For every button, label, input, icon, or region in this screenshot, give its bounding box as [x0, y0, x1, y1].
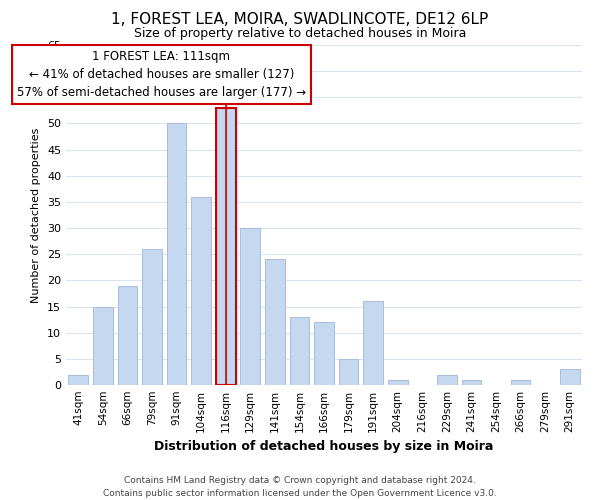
Text: 1 FOREST LEA: 111sqm
← 41% of detached houses are smaller (127)
57% of semi-deta: 1 FOREST LEA: 111sqm ← 41% of detached h…: [17, 50, 306, 99]
Bar: [437, 374, 457, 385]
Bar: [167, 124, 187, 385]
Text: 1, FOREST LEA, MOIRA, SWADLINCOTE, DE12 6LP: 1, FOREST LEA, MOIRA, SWADLINCOTE, DE12 …: [112, 12, 488, 28]
Y-axis label: Number of detached properties: Number of detached properties: [31, 128, 41, 302]
Bar: [118, 286, 137, 385]
Bar: [68, 374, 88, 385]
Bar: [560, 370, 580, 385]
Bar: [290, 317, 309, 385]
Bar: [142, 249, 162, 385]
Bar: [314, 322, 334, 385]
Bar: [241, 228, 260, 385]
Text: Contains HM Land Registry data © Crown copyright and database right 2024.
Contai: Contains HM Land Registry data © Crown c…: [103, 476, 497, 498]
Bar: [265, 260, 284, 385]
X-axis label: Distribution of detached houses by size in Moira: Distribution of detached houses by size …: [154, 440, 494, 454]
Bar: [339, 359, 358, 385]
Bar: [93, 306, 113, 385]
Text: Size of property relative to detached houses in Moira: Size of property relative to detached ho…: [134, 28, 466, 40]
Bar: [191, 196, 211, 385]
Bar: [364, 302, 383, 385]
Bar: [511, 380, 530, 385]
Bar: [388, 380, 407, 385]
Bar: [216, 108, 236, 385]
Bar: [461, 380, 481, 385]
